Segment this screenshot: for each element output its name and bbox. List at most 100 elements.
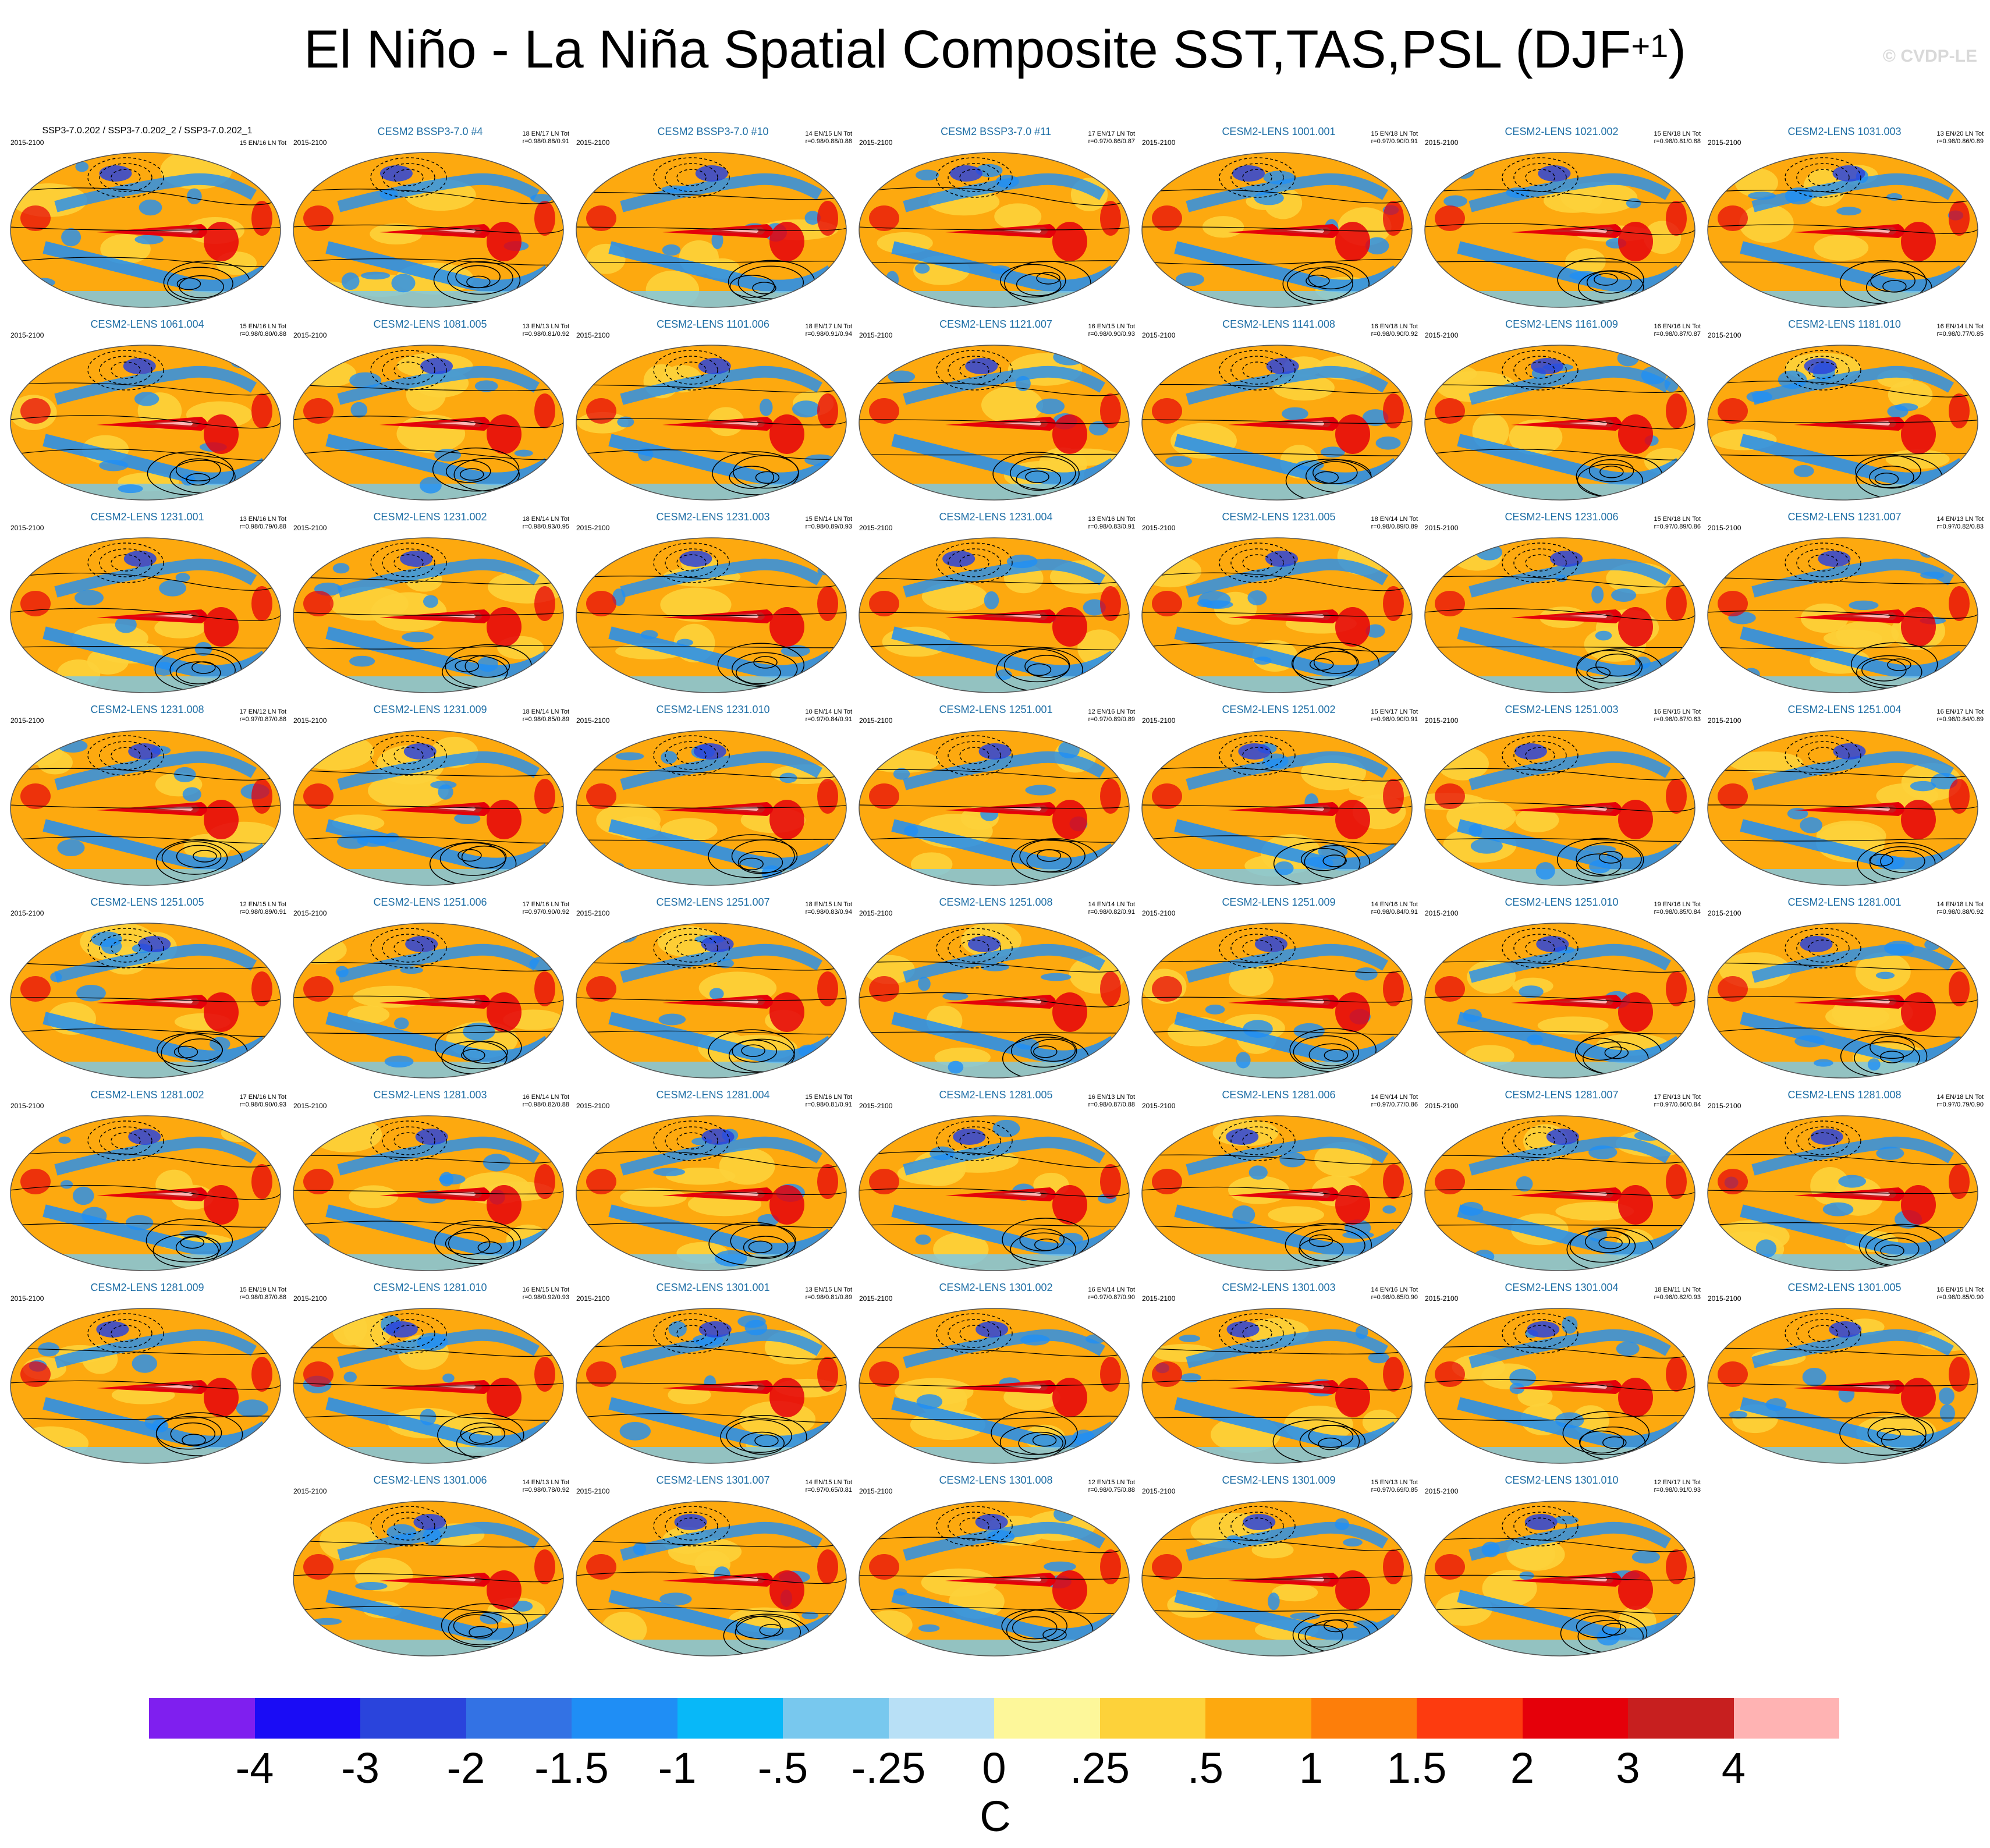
ensemble-member-panel: CESM2-LENS 1061.004 2015-2100 15 EN/16 LN … xyxy=(6,318,289,510)
psl-contour-negative xyxy=(1230,934,1284,963)
ensemble-member-panel: CESM2-LENS 1251.007 2015-2100 18 EN/15 LN … xyxy=(572,896,854,1088)
map-outline xyxy=(10,345,281,501)
south-america-anomaly xyxy=(1335,1185,1370,1225)
panel-period: 2015-2100 xyxy=(576,1294,610,1303)
composite-map xyxy=(1141,345,1413,501)
map-outline xyxy=(1707,1308,1978,1464)
africa-anomaly xyxy=(1949,971,1970,1006)
psl-contour-line xyxy=(10,226,281,231)
psl-contour-negative xyxy=(959,1517,989,1535)
cold-anomaly xyxy=(1832,165,1865,182)
psl-contour-negative xyxy=(1785,1313,1861,1354)
panel-event-count: 14 EN/16 LN Tot xyxy=(1371,901,1418,908)
south-america-anomaly xyxy=(1052,1570,1087,1610)
south-america-anomaly xyxy=(1901,1185,1936,1225)
panel-period: 2015-2100 xyxy=(576,717,610,725)
panel-stats: 14 EN/18 LN Tot r=0.97/0.79/0.90 xyxy=(1936,1094,1984,1109)
panel-event-count: 14 EN/14 LN Tot xyxy=(1088,901,1135,908)
cool-patch xyxy=(817,567,832,576)
enso-peak xyxy=(438,421,476,425)
colorbar-units: C xyxy=(980,1792,1011,1840)
panel-event-count: 14 EN/15 LN Tot xyxy=(805,1479,852,1486)
psl-contour-line xyxy=(576,804,846,809)
cool-band xyxy=(620,173,823,212)
psl-contour xyxy=(447,261,513,295)
panel-period: 2015-2100 xyxy=(1425,1294,1459,1303)
composite-map xyxy=(10,1115,281,1271)
psl-contour xyxy=(1030,1038,1076,1062)
psl-contour-negative xyxy=(1525,361,1555,379)
panel-event-count: 18 EN/17 LN Tot xyxy=(522,130,569,137)
cool-patch xyxy=(1743,668,1760,681)
composite-map xyxy=(1424,923,1695,1079)
psl-contour xyxy=(1318,1437,1343,1450)
enso-peak xyxy=(1569,999,1607,1003)
cool-patch xyxy=(1053,1506,1074,1522)
asia-anomaly xyxy=(303,591,334,616)
ensemble-member-panel: CESM2-LENS 1231.004 2015-2100 13 EN/16 LN … xyxy=(854,511,1137,703)
africa-anomaly xyxy=(1949,586,1970,621)
ensemble-member-panel: CESM2-LENS 1281.002 2015-2100 17 EN/16 LN … xyxy=(6,1089,289,1281)
panel-title: CESM2-LENS 1231.003 xyxy=(656,511,770,523)
cool-patch xyxy=(613,926,638,943)
southern-ocean xyxy=(576,484,846,500)
africa-anomaly xyxy=(1383,971,1404,1006)
ensemble-member-panel: CESM2-LENS 1231.009 2015-2100 18 EN/14 LN … xyxy=(289,704,572,896)
cool-patch xyxy=(1765,1398,1787,1411)
psl-contour-negative xyxy=(948,163,1001,192)
psl-contour-negative xyxy=(1796,741,1850,770)
panel-period: 2015-2100 xyxy=(10,331,44,339)
panel-period: 2015-2100 xyxy=(293,1294,327,1303)
asia-anomaly xyxy=(20,205,51,231)
africa-anomaly xyxy=(1100,1164,1121,1199)
cool-patch xyxy=(530,194,552,203)
psl-contour xyxy=(752,282,776,295)
southern-ocean xyxy=(576,869,846,885)
ensemble-member-panel: CESM2-LENS 1281.004 2015-2100 15 EN/16 LN … xyxy=(572,1089,854,1281)
map-outline xyxy=(1141,1501,1413,1657)
asia-anomaly xyxy=(586,398,616,424)
psl-contour xyxy=(999,264,1066,298)
panel-title: CESM2-LENS 1101.006 xyxy=(657,318,769,330)
enso-peak xyxy=(1852,229,1890,233)
cool-band xyxy=(620,943,823,983)
cold-anomaly xyxy=(978,743,1012,760)
panel-pattern-correlation: r=0.98/0.89/0.89 xyxy=(1371,523,1418,530)
cold-anomaly xyxy=(1546,1129,1579,1145)
psl-contour-line xyxy=(1142,804,1412,809)
cool-patch xyxy=(1849,600,1879,611)
panel-title: CESM2-LENS 1231.009 xyxy=(373,704,487,715)
psl-contour xyxy=(1880,1244,1904,1257)
panel-pattern-correlation: r=0.98/0.83/0.91 xyxy=(1088,523,1135,530)
cool-patch xyxy=(1077,670,1099,687)
southern-ocean xyxy=(859,484,1129,500)
cool-patch xyxy=(668,1321,687,1337)
panel-title: CESM2-LENS 1181.010 xyxy=(1788,318,1901,330)
panel-stats: 16 EN/16 LN Tot r=0.98/0.87/0.87 xyxy=(1654,323,1701,338)
panel-event-count: 14 EN/13 LN Tot xyxy=(1936,516,1984,523)
asia-anomaly xyxy=(20,591,51,616)
panel-stats: 15 EN/19 LN Tot r=0.98/0.87/0.88 xyxy=(239,1286,286,1301)
cool-band xyxy=(1186,366,1389,405)
psl-contour xyxy=(146,1218,233,1262)
psl-contour xyxy=(437,1413,524,1457)
cool-band xyxy=(42,819,269,871)
psl-contour-negative xyxy=(676,747,707,764)
psl-contour-line xyxy=(10,1184,281,1200)
composite-map xyxy=(1424,1501,1695,1657)
ensemble-member-panel: CESM2-LENS 1141.008 2015-2100 16 EN/18 LN … xyxy=(1137,318,1420,510)
south-america-anomaly xyxy=(1901,222,1936,261)
cool-patch xyxy=(349,372,382,389)
cool-patch xyxy=(659,1592,692,1606)
panel-event-count: 18 EN/14 LN Tot xyxy=(522,516,569,523)
panel-title: CESM2-LENS 1281.005 xyxy=(939,1089,1053,1101)
psl-contour-negative xyxy=(1502,157,1578,198)
psl-contour-line xyxy=(1425,995,1695,1004)
ensemble-member-panel: CESM2-LENS 1251.010 2015-2100 19 EN/16 LN … xyxy=(1420,896,1703,1088)
cold-anomaly xyxy=(405,936,438,952)
panel-stats: 17 EN/12 LN Tot r=0.97/0.87/0.88 xyxy=(239,708,286,723)
psl-contour-negative xyxy=(382,356,435,385)
ensemble-member-panel: CESM2-LENS 1251.009 2015-2100 14 EN/16 LN … xyxy=(1137,896,1420,1088)
psl-contour-negative xyxy=(959,554,989,572)
psl-contour-line xyxy=(293,189,563,204)
